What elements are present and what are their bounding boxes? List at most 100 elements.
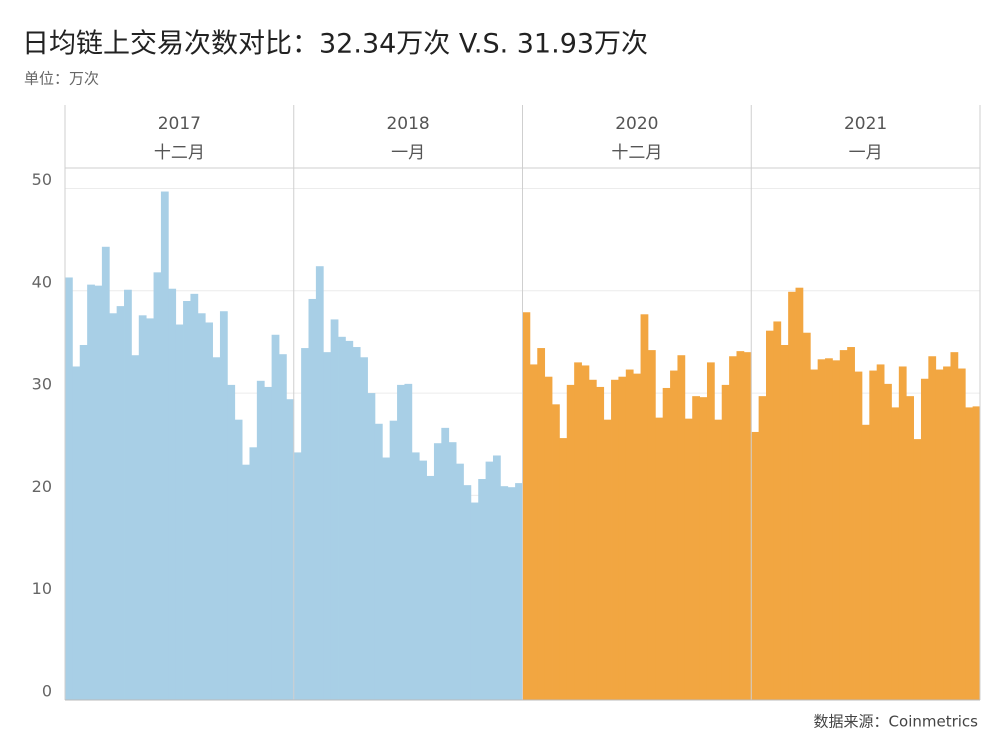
bar (965, 407, 974, 700)
bar (596, 386, 605, 700)
bar (72, 366, 81, 700)
bar (780, 344, 789, 700)
bar (670, 370, 678, 700)
bar (876, 364, 885, 700)
bar (448, 442, 457, 700)
bar (721, 384, 730, 700)
panel-month: 十二月 (611, 143, 662, 163)
bar (751, 431, 760, 700)
bar (500, 486, 509, 700)
bar (109, 313, 118, 700)
bar (736, 351, 745, 700)
bar (611, 379, 619, 700)
bar (677, 355, 686, 700)
bar (374, 423, 383, 700)
y-tick-label: 10 (32, 579, 52, 598)
bar (153, 272, 162, 700)
bar (175, 324, 184, 700)
bar (544, 376, 553, 700)
panel-month: 十二月 (154, 143, 205, 163)
panel-year: 2020 (615, 114, 658, 134)
bar (116, 306, 125, 700)
bar (352, 347, 361, 700)
bar (529, 364, 538, 700)
bar (507, 487, 516, 700)
bar (197, 313, 206, 700)
bar (950, 352, 959, 700)
bar (485, 461, 494, 700)
panel-year: 2021 (844, 114, 887, 134)
bar (190, 293, 199, 700)
bar (552, 404, 560, 700)
y-tick-label: 30 (32, 375, 52, 394)
bar (234, 419, 243, 700)
bar (308, 298, 317, 700)
panel-year: 2017 (158, 114, 201, 134)
bar (625, 369, 634, 700)
bar (131, 355, 140, 700)
bar (338, 336, 346, 700)
bar (404, 383, 413, 700)
bar (972, 406, 981, 700)
bar (293, 452, 302, 700)
bar (588, 379, 597, 700)
bar (633, 373, 641, 700)
bar (271, 334, 280, 700)
bar (278, 354, 287, 700)
bar (389, 420, 398, 700)
bar (810, 369, 819, 700)
bar (256, 380, 265, 700)
panel-year: 2018 (386, 114, 429, 134)
bar (817, 359, 826, 700)
bar (699, 397, 708, 700)
bar (839, 350, 848, 700)
bar (832, 360, 841, 700)
bar (330, 319, 339, 700)
bar (935, 369, 944, 700)
bar (168, 288, 177, 700)
chart-subtitle: 单位：万次 (24, 70, 99, 88)
bar (603, 419, 612, 700)
bar (743, 352, 752, 700)
bar (367, 393, 376, 700)
bar (286, 399, 295, 700)
bar (65, 277, 73, 700)
bar (655, 417, 664, 700)
bar (566, 384, 575, 700)
panel-month: 一月 (391, 143, 425, 163)
bar (854, 371, 863, 700)
bar (94, 285, 103, 700)
bar (419, 460, 427, 700)
y-tick-label: 20 (32, 477, 52, 496)
bar (433, 443, 442, 700)
bar (101, 246, 110, 700)
bar (301, 348, 309, 700)
bar (227, 384, 236, 700)
bar (884, 383, 892, 700)
bar (758, 396, 767, 700)
bar (847, 347, 855, 700)
bar (515, 483, 523, 700)
bar (463, 485, 472, 700)
bar (522, 312, 531, 700)
y-tick-label: 0 (42, 682, 52, 701)
bar (323, 352, 332, 700)
bar (574, 362, 582, 700)
bar (647, 350, 656, 700)
bar (662, 387, 671, 700)
bar (397, 384, 405, 700)
bar (766, 330, 774, 700)
bar (315, 266, 324, 700)
bar (928, 356, 937, 700)
bar (470, 502, 479, 700)
bar (802, 332, 811, 700)
bar (957, 368, 966, 700)
bar (906, 396, 914, 700)
bar (795, 287, 804, 700)
bar (345, 340, 354, 700)
bar (640, 314, 649, 700)
bar (581, 365, 590, 700)
bar (264, 386, 273, 700)
bar (773, 321, 782, 700)
